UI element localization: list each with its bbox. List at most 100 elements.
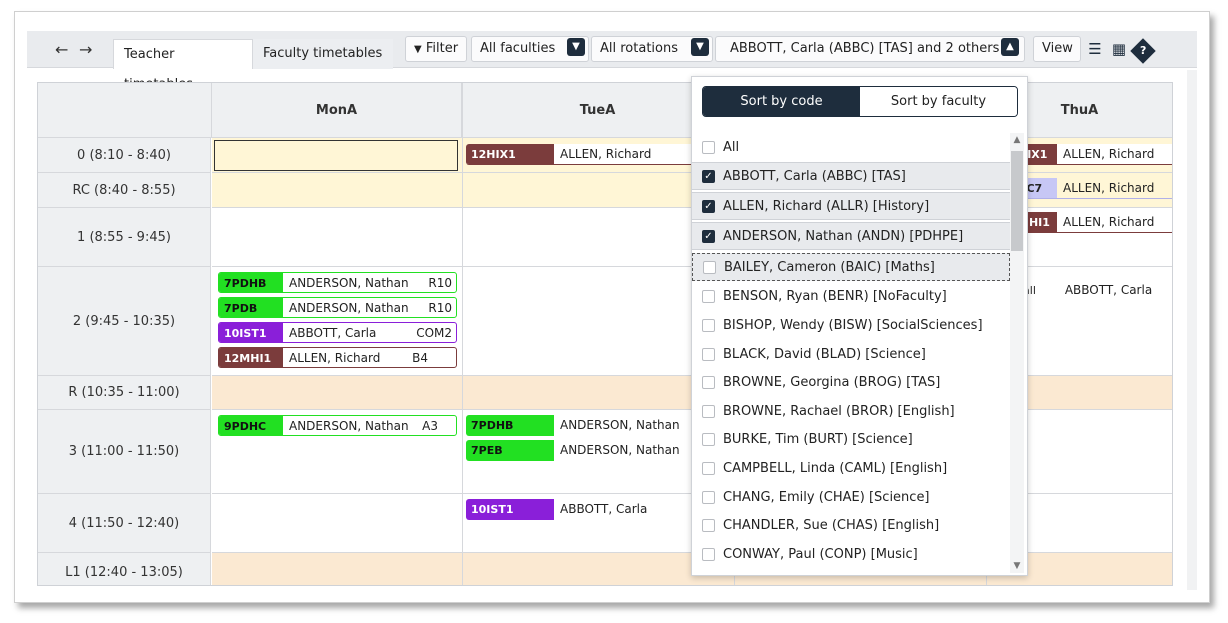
- option-label: All: [723, 139, 740, 155]
- option-teacher[interactable]: BROWNE, Rachael (BROR) [English]: [692, 397, 1010, 425]
- help-icon[interactable]: ?: [1130, 36, 1156, 64]
- lesson-entry[interactable]: 7PDHB ANDERSON, Nathan R10: [218, 272, 457, 293]
- checkbox-checked-icon[interactable]: ✓: [702, 229, 715, 243]
- option-teacher[interactable]: BENSON, Ryan (BENR) [NoFaculty]: [692, 282, 1010, 310]
- option-label: BENSON, Ryan (BENR) [NoFaculty]: [723, 288, 947, 304]
- checkbox-checked-icon[interactable]: ✓: [702, 199, 715, 213]
- lesson-entry[interactable]: 10IST1 ABBOTT, Carla: [466, 499, 706, 520]
- view-label: View: [1042, 41, 1073, 56]
- class-code: 7PDHB: [466, 415, 554, 436]
- chevron-up-icon[interactable]: ▲: [1013, 135, 1021, 145]
- checkbox[interactable]: [702, 432, 715, 446]
- teacher-name: ALLEN, Richard: [560, 147, 652, 161]
- option-teacher[interactable]: ✓ ANDERSON, Nathan (ANDN) [PDHPE]: [692, 222, 1010, 250]
- teacher-name: ABBOTT, Carla: [560, 502, 648, 516]
- room: R10: [428, 301, 452, 315]
- checkbox[interactable]: [702, 518, 715, 532]
- option-teacher[interactable]: CAMPBELL, Linda (CAML) [English]: [692, 454, 1010, 482]
- teacher-name: ANDERSON, Nathan: [289, 301, 409, 315]
- chevron-down-icon[interactable]: ▼: [1013, 561, 1021, 571]
- teacher-name: ANDERSON, Nathan: [289, 419, 409, 433]
- lesson-entry[interactable]: HIX1 ALLEN, Richard: [1013, 144, 1172, 165]
- checkbox[interactable]: [702, 404, 715, 418]
- room: B4: [412, 351, 428, 365]
- checkbox[interactable]: [702, 490, 715, 504]
- teacher-name: ABBOTT, Carla: [289, 326, 377, 340]
- tab-teacher-timetables[interactable]: Teacher timetables: [113, 39, 253, 92]
- checkbox[interactable]: [702, 318, 715, 332]
- selected-cell[interactable]: [214, 140, 458, 171]
- teacher-name: ANDERSON, Nathan: [289, 276, 409, 290]
- sort-by-code-button[interactable]: Sort by code: [703, 87, 860, 116]
- lesson-entry[interactable]: 12MHI1 ALLEN, Richard B4: [218, 347, 457, 368]
- checkbox[interactable]: [702, 547, 715, 561]
- option-teacher[interactable]: CONWAY, Paul (CONP) [Music]: [692, 540, 1010, 568]
- checkbox[interactable]: [702, 347, 715, 361]
- option-label: BAILEY, Cameron (BAIC) [Maths]: [724, 259, 935, 275]
- arrow-right-icon[interactable]: →: [79, 40, 93, 59]
- lesson-entry[interactable]: 7PDHB ANDERSON, Nathan: [466, 415, 706, 436]
- room: A3: [422, 419, 438, 433]
- option-teacher[interactable]: ✓ ABBOTT, Carla (ABBC) [TAS]: [692, 162, 1010, 190]
- sort-toggle: Sort by code Sort by faculty: [702, 86, 1018, 117]
- period-label: RC (8:40 - 8:55): [38, 173, 211, 208]
- view-button[interactable]: View: [1033, 36, 1081, 62]
- lesson-entry[interactable]: 12HIX1 ALLEN, Richard: [466, 144, 706, 165]
- option-teacher[interactable]: CHANG, Emily (CHAE) [Science]: [692, 483, 1010, 511]
- option-teacher[interactable]: BURKE, Tim (BURT) [Science]: [692, 425, 1010, 453]
- room: COM2: [416, 326, 452, 340]
- day-header-mona: MonA: [212, 83, 462, 138]
- teacher-select[interactable]: ABBOTT, Carla (ABBC) [TAS] and 2 others: [715, 36, 1025, 62]
- class-code: 12HIX1: [466, 144, 554, 164]
- checkbox[interactable]: [702, 375, 715, 389]
- scroll-thumb[interactable]: [1011, 151, 1023, 251]
- teacher-name: ABBOTT, Carla: [1064, 283, 1153, 297]
- grid-view-icon[interactable]: ▦: [1111, 40, 1127, 58]
- checkbox-checked-icon[interactable]: ✓: [702, 169, 715, 183]
- period-label: 1 (8:55 - 9:45): [38, 208, 211, 267]
- option-label: ANDERSON, Nathan (ANDN) [PDHPE]: [723, 228, 964, 244]
- tab-faculty-timetables[interactable]: Faculty timetables: [253, 39, 393, 69]
- list-view-icon[interactable]: ☰: [1088, 40, 1102, 58]
- option-teacher[interactable]: BAILEY, Cameron (BAIC) [Maths]: [692, 253, 1010, 281]
- chevron-down-icon[interactable]: ▼: [567, 38, 585, 56]
- checkbox[interactable]: [702, 461, 715, 475]
- arrow-left-icon[interactable]: ←: [55, 40, 69, 59]
- toolbar: ← → Teacher timetables Faculty timetable…: [27, 31, 1197, 92]
- dropdown-scrollbar[interactable]: ▲ ▼: [1010, 133, 1024, 573]
- class-code: 10IST1: [219, 323, 283, 342]
- chevron-down-icon[interactable]: ▼: [691, 38, 709, 56]
- option-teacher[interactable]: CHANDLER, Sue (CHAS) [English]: [692, 511, 1010, 539]
- period-label: 4 (11:50 - 12:40): [38, 494, 211, 553]
- lesson-entry[interactable]: MHI1 ALLEN, Richard: [1013, 212, 1172, 233]
- class-code: 7PDHB: [219, 273, 283, 292]
- option-label: CHANDLER, Sue (CHAS) [English]: [723, 517, 940, 533]
- option-teacher[interactable]: BISHOP, Wendy (BISW) [SocialSciences]: [692, 311, 1010, 339]
- teacher-name: ANDERSON, Nathan: [560, 443, 680, 457]
- filter-icon: ▼: [414, 44, 422, 55]
- checkbox[interactable]: [703, 260, 716, 274]
- room: R10: [428, 276, 452, 290]
- grid-scrollbar[interactable]: [1187, 70, 1197, 590]
- option-teacher[interactable]: BROWNE, Georgina (BROG) [TAS]: [692, 368, 1010, 396]
- lesson-entry[interactable]: 7PEB ANDERSON, Nathan: [466, 440, 706, 461]
- class-code: 7PEB: [466, 440, 554, 461]
- lesson-entry[interactable]: 9PDHC ANDERSON, Nathan A3: [218, 415, 457, 436]
- option-label: BROWNE, Rachael (BROR) [English]: [723, 403, 955, 419]
- chevron-up-icon[interactable]: ▲: [1001, 38, 1019, 56]
- lesson-entry[interactable]: RC7 ALLEN, Richard: [1013, 178, 1172, 199]
- option-teacher[interactable]: ✓ ALLEN, Richard (ALLR) [History]: [692, 192, 1010, 220]
- rotation-select-value: All rotations: [600, 41, 678, 56]
- class-code: 7PDB: [219, 298, 283, 317]
- lesson-entry[interactable]: 7PDB ANDERSON, Nathan R10: [218, 297, 457, 318]
- sort-by-faculty-button[interactable]: Sort by faculty: [860, 87, 1017, 116]
- checkbox[interactable]: [702, 289, 715, 303]
- option-teacher[interactable]: BLACK, David (BLAD) [Science]: [692, 340, 1010, 368]
- filter-button[interactable]: ▼ Filter: [405, 36, 467, 62]
- lesson-entry[interactable]: 10IST1 ABBOTT, Carla COM2: [218, 322, 457, 343]
- option-label: ABBOTT, Carla (ABBC) [TAS]: [723, 168, 906, 184]
- option-all[interactable]: All: [692, 133, 1010, 161]
- checkbox[interactable]: [702, 140, 715, 154]
- lesson-entry[interactable]: -call ABBOTT, Carla: [1013, 283, 1152, 297]
- option-label: BURKE, Tim (BURT) [Science]: [723, 431, 913, 447]
